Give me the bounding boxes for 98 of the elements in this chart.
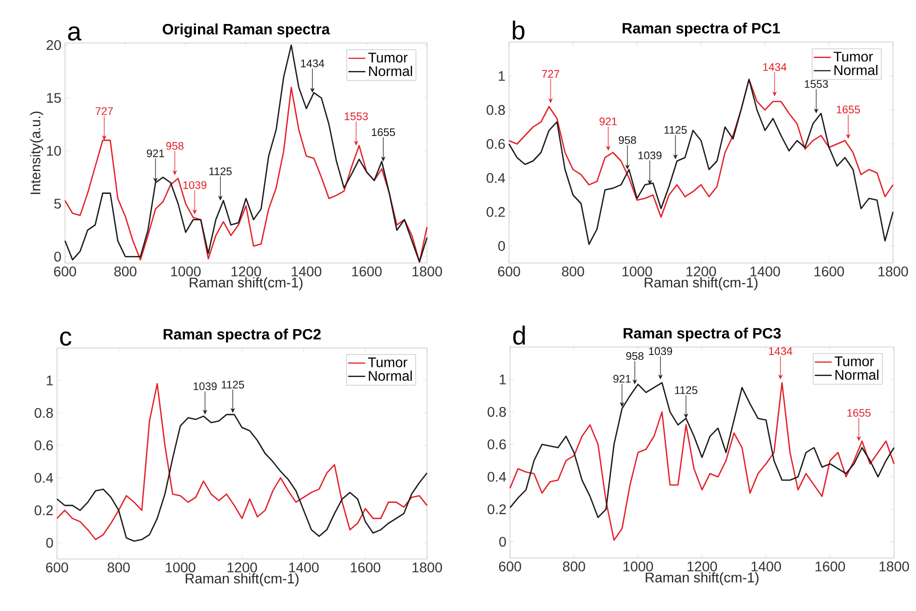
y-tick-label: 0.6: [488, 439, 506, 450]
annotation: 1039: [183, 181, 206, 189]
y-tick-label: 0: [54, 252, 61, 262]
x-tick-label: 1800: [412, 266, 442, 276]
annotation: 1655: [847, 408, 871, 417]
legend-label: Tumor: [368, 358, 408, 368]
y-tick-label: 0: [46, 538, 53, 548]
y-tick-label: 1: [498, 71, 505, 81]
x-tick-label: 1400: [289, 562, 319, 572]
x-tick-label: 1000: [624, 562, 653, 572]
y-tick-label: 15: [47, 93, 61, 103]
x-tick-label: 1600: [350, 562, 380, 572]
y-tick-label: 0.2: [488, 504, 506, 514]
x-tick-label: 1800: [880, 562, 909, 572]
chart-title: Raman spectra of PC3: [624, 328, 781, 342]
legend-label: Normal: [834, 64, 878, 76]
x-tick-label: 800: [562, 266, 584, 276]
x-tick-label: 1600: [816, 562, 845, 572]
y-tick-label: 0: [498, 241, 505, 251]
x-tick-label: 1800: [412, 562, 442, 572]
legend-label: Normal: [368, 370, 412, 381]
text: a: [68, 26, 82, 41]
annotation: 1125: [222, 380, 244, 389]
y-tick-label: 0: [499, 536, 506, 547]
y-tick-label: 20: [46, 40, 61, 50]
annotation: 727: [96, 107, 113, 115]
y-tick-label: 0.6: [486, 139, 505, 149]
x-tick-label: 800: [108, 562, 130, 572]
legend-label: Tumor: [368, 52, 408, 63]
x-axis-title: Raman shift(cm-1): [186, 573, 298, 586]
x-tick-label: 600: [54, 266, 76, 276]
chart-title: Raman spectra of PC1: [622, 22, 780, 36]
x-tick-label: 1400: [752, 562, 781, 572]
y-tick-label: 0.4: [34, 472, 54, 483]
x-tick-label: 1200: [228, 562, 257, 572]
y-tick-label: 0.8: [486, 105, 505, 115]
y-tick-label: 1: [46, 376, 53, 386]
annotation: 921: [600, 118, 617, 126]
text: d: [513, 326, 525, 345]
x-tick-label: 1000: [166, 562, 196, 572]
annotation: 958: [626, 352, 644, 360]
line-series: [508, 78, 894, 245]
x-tick-label: 600: [46, 562, 68, 572]
annotation: 727: [542, 70, 560, 78]
annotation: 1553: [344, 112, 368, 120]
x-axis-title: Raman shift(cm-1): [644, 277, 758, 290]
x-tick-label: 1800: [878, 266, 908, 276]
y-tick-label: 10: [47, 146, 61, 156]
annotation: 958: [166, 142, 184, 150]
x-tick-label: 800: [114, 266, 136, 276]
annotation: 1553: [804, 80, 828, 88]
y-axis-title: Intensity(a.u.): [30, 112, 44, 194]
annotation: 1039: [194, 382, 217, 390]
annotation: 1039: [638, 152, 662, 160]
chart-title: Original Raman spectra: [162, 24, 330, 38]
annotation: 1125: [675, 386, 698, 394]
annotation: 1434: [769, 347, 792, 356]
x-tick-label: 800: [562, 562, 586, 572]
text: b: [512, 20, 524, 40]
x-tick-label: 1400: [292, 266, 322, 276]
x-axis-title: Raman shift(cm-1): [646, 572, 758, 586]
legend-label: Tumor: [834, 52, 873, 62]
x-tick-label: 1200: [688, 562, 717, 572]
x-tick-label: 600: [499, 562, 522, 572]
y-tick-label: 5: [54, 198, 61, 209]
annotation: 1434: [301, 60, 324, 68]
x-tick-label: 1000: [171, 266, 201, 276]
y-tick-label: 0.2: [34, 505, 53, 516]
legend-label: Normal: [835, 370, 878, 380]
x-tick-label: 1000: [622, 266, 652, 276]
legend-label: Normal: [369, 66, 412, 76]
text: c: [60, 332, 72, 346]
chart-title: Raman spectra of PC2: [164, 328, 321, 342]
annotation: 1039: [649, 347, 672, 356]
x-tick-label: 600: [498, 266, 520, 276]
annotation: 958: [618, 136, 636, 144]
y-tick-label: 0.8: [488, 406, 506, 417]
annotation: 1125: [664, 126, 687, 134]
x-axis-title: Raman shift(cm-1): [190, 277, 302, 290]
annotation: 1434: [763, 63, 786, 71]
annotation: 921: [146, 149, 164, 158]
y-tick-label: 0.6: [34, 440, 53, 450]
legend-label: Tumor: [834, 356, 874, 366]
y-tick-label: 1: [500, 374, 506, 384]
x-tick-label: 1200: [232, 266, 261, 276]
annotation: 1655: [836, 106, 860, 114]
y-tick-label: 0.4: [488, 472, 506, 482]
annotation: 921: [613, 374, 631, 383]
x-tick-label: 1600: [814, 266, 844, 276]
line-series: [64, 86, 428, 263]
annotation: 1655: [372, 128, 395, 136]
x-tick-label: 1400: [750, 266, 780, 276]
y-tick-label: 0.8: [34, 408, 53, 418]
y-tick-label: 0.4: [486, 173, 506, 183]
y-tick-label: 0.2: [486, 207, 505, 217]
x-tick-label: 1200: [686, 266, 716, 276]
x-tick-label: 1600: [352, 266, 382, 276]
annotation: 1125: [209, 167, 232, 176]
